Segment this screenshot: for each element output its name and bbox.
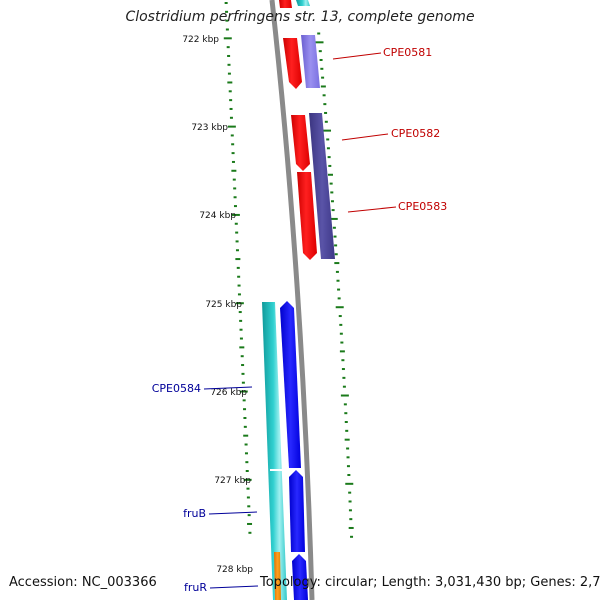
label-leaders — [203, 52, 397, 589]
gene-cpe0581-cds — [283, 38, 302, 89]
leader-cpe0582 — [341, 133, 389, 141]
leader-frub — [208, 511, 258, 515]
genome-backbone — [269, 0, 315, 600]
gene-cpe0583-cds — [297, 172, 317, 260]
gene-cpe0584-cds — [262, 302, 287, 600]
gene-label-cpe0584[interactable]: CPE0584 — [152, 382, 201, 395]
scale-label-728: 728 kbp — [216, 565, 253, 575]
map-title: Clostridium perfringens str. 13, complet… — [125, 9, 475, 25]
gene-label-cpe0581[interactable]: CPE0581 — [383, 46, 432, 59]
gene-blue-cds-3 — [292, 554, 308, 600]
gene-cpe0582-cds — [291, 115, 310, 171]
gene-label-frur[interactable]: fruR — [184, 581, 207, 594]
gene-blue-cds-2 — [289, 470, 305, 552]
scale-label-727: 727 kbp — [214, 476, 251, 486]
gene-blue-cds-1 — [280, 301, 301, 468]
accession-text: Accession: NC_003366 — [9, 575, 157, 590]
gene-label-cpe0583[interactable]: CPE0583 — [398, 200, 447, 213]
gene-label-frub[interactable]: fruB — [183, 507, 206, 520]
gene-cpe0581-track — [301, 35, 320, 88]
scale-label-726: 726 kbp — [210, 388, 247, 398]
leader-frur — [209, 585, 259, 589]
scale-label-722: 722 kbp — [182, 35, 219, 45]
scale-labels: 722 kbp 723 kbp 724 kbp 725 kbp 726 kbp … — [182, 35, 253, 575]
topology-text: Topology: circular; Length: 3,031,430 bp… — [260, 575, 600, 590]
leader-cpe0581 — [332, 52, 382, 60]
gene-cpe0582-0583-track — [309, 113, 335, 259]
gene-labels: CPE0581 CPE0582 CPE0583 CPE0584 fruB fru… — [152, 46, 448, 594]
gene-label-cpe0582[interactable]: CPE0582 — [391, 127, 440, 140]
scale-label-725: 725 kbp — [205, 300, 242, 310]
scale-ticks — [223, 2, 354, 538]
leader-cpe0583 — [347, 206, 397, 213]
gene-partial-top-cyan — [296, 0, 310, 6]
gene-partial-top-red — [279, 0, 292, 8]
scale-label-724: 724 kbp — [199, 211, 236, 221]
misc-feature-orange — [274, 552, 281, 600]
scale-label-723: 723 kbp — [191, 123, 228, 133]
leader-cpe0584 — [203, 386, 253, 390]
